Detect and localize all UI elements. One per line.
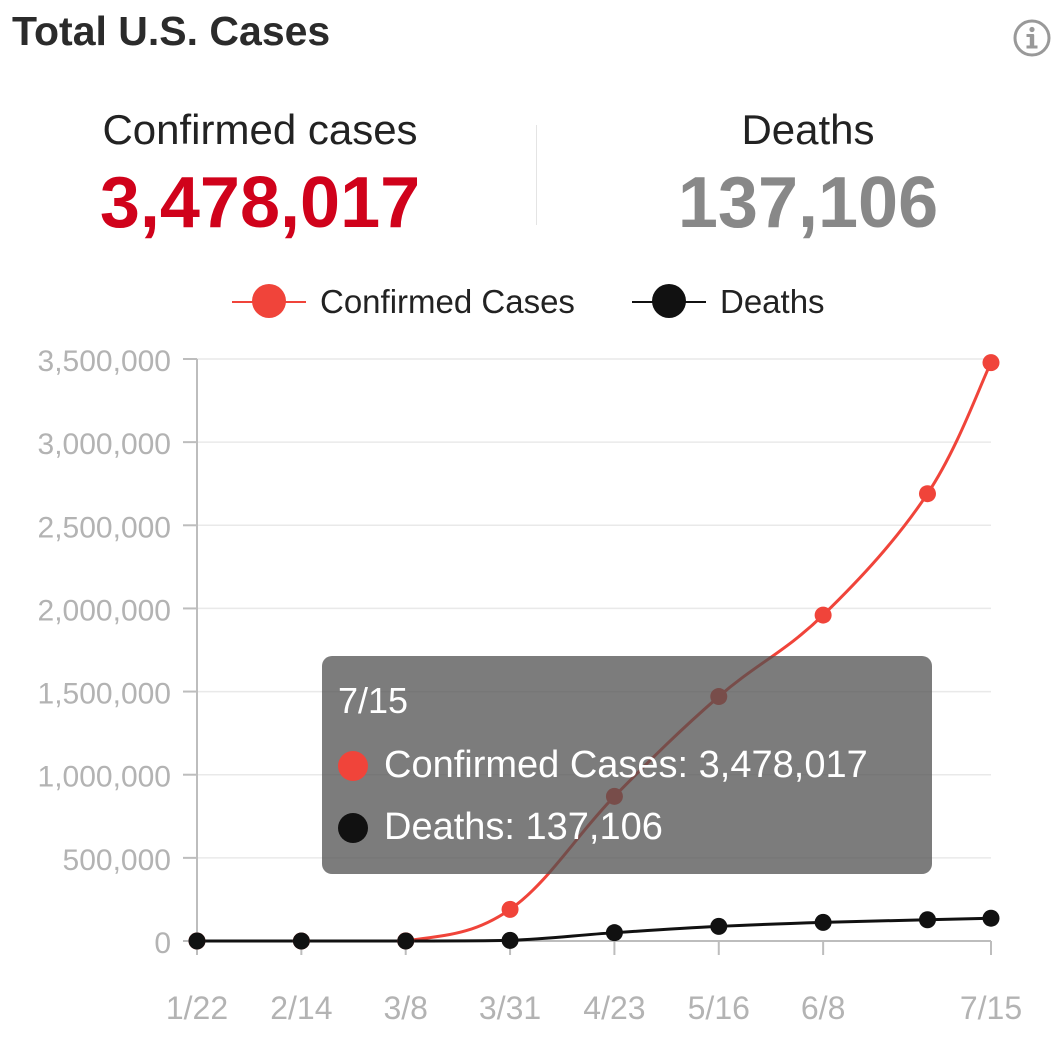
data-point-deaths	[397, 932, 415, 950]
deaths-label: Deaths	[741, 106, 875, 153]
chart-legend: Confirmed Cases Deaths	[0, 282, 1052, 322]
y-tick-label: 500,000	[63, 844, 171, 877]
deaths-stat: Deaths 137,106	[568, 104, 1048, 244]
legend-marker-deaths	[632, 282, 706, 322]
confirmed-label: Confirmed cases	[102, 106, 418, 153]
y-tick-label: 1,500,000	[38, 678, 171, 711]
x-tick-label: 7/15	[960, 990, 1022, 1026]
data-point-confirmed-cases	[814, 606, 832, 624]
y-tick-label: 1,000,000	[38, 761, 171, 794]
y-tick-label: 3,000,000	[38, 428, 171, 461]
data-point-deaths	[605, 924, 623, 942]
y-tick-label: 2,000,000	[38, 594, 171, 627]
confirmed-stat: Confirmed cases 3,478,017	[20, 104, 500, 244]
x-tick-label: 3/31	[479, 990, 541, 1026]
page-title: Total U.S. Cases	[12, 8, 331, 54]
data-point-deaths	[710, 917, 728, 935]
tooltip-text-confirmed: Confirmed Cases: 3,478,017	[384, 744, 868, 786]
y-tick-label: 0	[154, 927, 171, 960]
x-tick-label: 3/8	[383, 990, 427, 1026]
chart-tooltip: 7/15 Confirmed Cases: 3,478,017 Deaths: …	[322, 656, 932, 874]
tooltip-row-confirmed: Confirmed Cases: 3,478,017	[338, 744, 868, 787]
tooltip-row-deaths: Deaths: 137,106	[338, 806, 663, 849]
tooltip-dot-confirmed	[338, 750, 368, 781]
data-point-confirmed-cases	[918, 485, 936, 503]
tooltip-text-deaths: Deaths: 137,106	[384, 806, 663, 848]
data-point-deaths	[918, 911, 936, 929]
x-tick-label: 2/14	[270, 990, 332, 1026]
x-tick-label: 5/16	[688, 990, 750, 1026]
deaths-value: 137,106	[677, 163, 939, 243]
y-tick-label: 2,500,000	[38, 511, 171, 544]
series-line-deaths	[197, 916, 992, 943]
data-point-deaths	[292, 932, 310, 950]
data-point-deaths	[814, 913, 832, 931]
data-point-confirmed-cases	[982, 354, 1000, 372]
y-tick-label: 3,500,000	[38, 345, 171, 378]
x-tick-label: 4/23	[583, 990, 645, 1026]
legend-label-confirmed-cases: Confirmed Cases	[320, 283, 575, 320]
data-point-deaths	[188, 932, 206, 950]
confirmed-value: 3,478,017	[99, 163, 421, 243]
data-point-confirmed-cases	[501, 900, 519, 918]
info-icon[interactable]	[1012, 18, 1052, 58]
data-point-deaths	[982, 909, 1000, 927]
x-tick-label: 6/8	[801, 990, 845, 1026]
legend-item-deaths[interactable]: Deaths	[632, 282, 825, 322]
stat-divider	[536, 125, 537, 225]
legend-label-deaths: Deaths	[720, 283, 825, 320]
tooltip-dot-deaths	[338, 812, 368, 843]
x-tick-label: 1/22	[166, 990, 228, 1026]
tooltip-date: 7/15	[338, 680, 409, 721]
legend-marker-confirmed-cases	[232, 282, 306, 322]
legend-item-confirmed-cases[interactable]: Confirmed Cases	[232, 282, 575, 322]
data-point-deaths	[501, 931, 519, 949]
